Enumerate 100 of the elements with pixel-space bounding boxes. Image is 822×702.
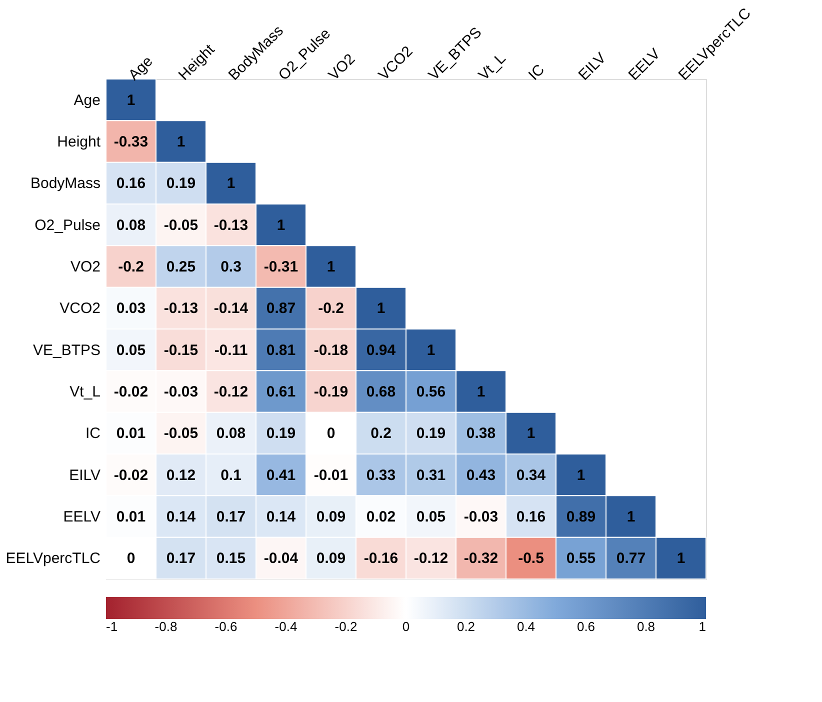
data-label: 0.43	[466, 466, 496, 484]
y-tick-label: Vt_L	[70, 384, 100, 400]
data-label: 0.03	[116, 300, 146, 318]
data-label: 0.09	[316, 550, 346, 568]
data-label: 1	[626, 508, 636, 526]
y-tick-label: Age	[74, 92, 100, 109]
data-label: -0.03	[164, 384, 198, 400]
color-bar-label: 0	[402, 619, 410, 634]
x-tick-label: VO2	[325, 50, 359, 84]
data-label: -0.05	[164, 425, 198, 442]
data-label: -0.14	[214, 300, 249, 318]
data-label: 1	[226, 175, 236, 192]
data-label: 1	[326, 258, 336, 276]
y-tick-label: BodyMass	[30, 175, 100, 192]
data-label: 0.16	[516, 508, 546, 526]
color-bar-label: -0.6	[214, 619, 238, 634]
data-label: 0.19	[416, 425, 446, 442]
color-bar-label: -1	[106, 619, 118, 634]
color-bar-label: -0.4	[274, 619, 298, 634]
data-label: 0.38	[466, 425, 496, 442]
data-label: 0.31	[416, 466, 446, 484]
y-tick-label: VCO2	[60, 300, 100, 318]
data-label: 0.08	[216, 425, 246, 442]
data-label: 0.56	[416, 384, 446, 400]
data-label: -0.31	[264, 258, 298, 276]
data-label: 1	[676, 550, 686, 568]
color-bar-label: 0.6	[576, 619, 596, 634]
data-label: 0.61	[266, 384, 296, 400]
data-label: 0.02	[366, 508, 396, 526]
data-label: 0	[326, 425, 336, 442]
data-label: 0.08	[116, 216, 146, 234]
data-label: 0.17	[216, 508, 246, 526]
data-label: -0.33	[114, 134, 148, 150]
data-label: 1	[526, 425, 536, 442]
y-tick-label: EELV	[63, 508, 100, 526]
data-label: 0.3	[220, 258, 242, 276]
data-label: 0.25	[166, 258, 196, 276]
data-label: 0.81	[266, 342, 296, 359]
color-bar-label: 0.4	[516, 619, 536, 634]
data-label: -0.32	[464, 550, 498, 568]
data-label: 0.87	[266, 300, 296, 318]
x-tick-label: Age	[125, 52, 156, 84]
data-label: 0.19	[166, 175, 196, 192]
data-label: -0.03	[464, 508, 498, 526]
data-label: 0.34	[516, 466, 546, 484]
y-tick-label: VE_BTPS	[32, 342, 100, 359]
data-label: -0.11	[214, 342, 248, 359]
data-label: 0.05	[416, 508, 446, 526]
data-label: -0.04	[264, 550, 299, 568]
data-label: 0.01	[116, 508, 146, 526]
data-label: 0.2	[370, 425, 392, 442]
data-label: -0.2	[318, 300, 344, 318]
color-bar-label: 0.2	[456, 619, 476, 634]
data-label: -0.02	[114, 384, 148, 400]
y-tick-label: O2_Pulse	[34, 216, 100, 234]
data-label: -0.18	[314, 342, 348, 359]
data-label: 0.09	[316, 508, 346, 526]
data-label: 0.77	[616, 550, 646, 568]
data-label: 0.1	[220, 466, 242, 484]
data-label: -0.05	[164, 216, 198, 234]
y-tick-label: IC	[86, 425, 101, 442]
data-label: 0.89	[566, 508, 596, 526]
color-bar-label: 1	[698, 619, 706, 634]
data-label: 0.41	[266, 466, 296, 484]
y-tick-label: EILV	[69, 466, 100, 484]
data-label: 0.16	[116, 175, 146, 192]
data-label: 0.94	[366, 342, 396, 359]
data-label: 1	[276, 216, 286, 234]
data-label: 1	[426, 342, 436, 359]
data-label: -0.19	[314, 384, 348, 400]
data-label: -0.5	[518, 550, 544, 568]
data-label: 0.33	[366, 466, 396, 484]
data-label: 0.05	[116, 342, 146, 359]
data-label: 0.01	[116, 425, 146, 442]
data-label: -0.02	[114, 466, 148, 484]
data-label: 0.15	[216, 550, 246, 568]
data-label: 0.14	[266, 508, 296, 526]
data-label: -0.15	[164, 342, 198, 359]
data-label: 0.12	[166, 466, 196, 484]
data-label: 0.68	[366, 384, 396, 400]
data-label: 1	[126, 92, 136, 109]
y-tick-label: VO2	[70, 258, 100, 276]
data-label: -0.13	[214, 216, 248, 234]
data-label: 0	[126, 550, 136, 568]
y-tick-label: Height	[57, 134, 102, 150]
data-label: 1	[376, 300, 386, 318]
data-label: 1	[576, 466, 586, 484]
data-label: -0.2	[118, 258, 144, 276]
data-label: -0.01	[314, 466, 348, 484]
data-label: -0.16	[364, 550, 398, 568]
y-tick-label: EELVpercTLC	[6, 550, 101, 568]
data-label: -0.12	[214, 384, 248, 400]
data-label: 0.19	[266, 425, 296, 442]
color-bar-label: 0.8	[636, 619, 656, 634]
data-label: 0.55	[566, 550, 596, 568]
color-bar-label: -0.2	[334, 619, 358, 634]
data-label: 0.14	[166, 508, 196, 526]
data-label: 1	[476, 384, 486, 400]
x-tick-label: IC	[525, 61, 548, 84]
color-bar-label: -0.8	[154, 619, 178, 634]
